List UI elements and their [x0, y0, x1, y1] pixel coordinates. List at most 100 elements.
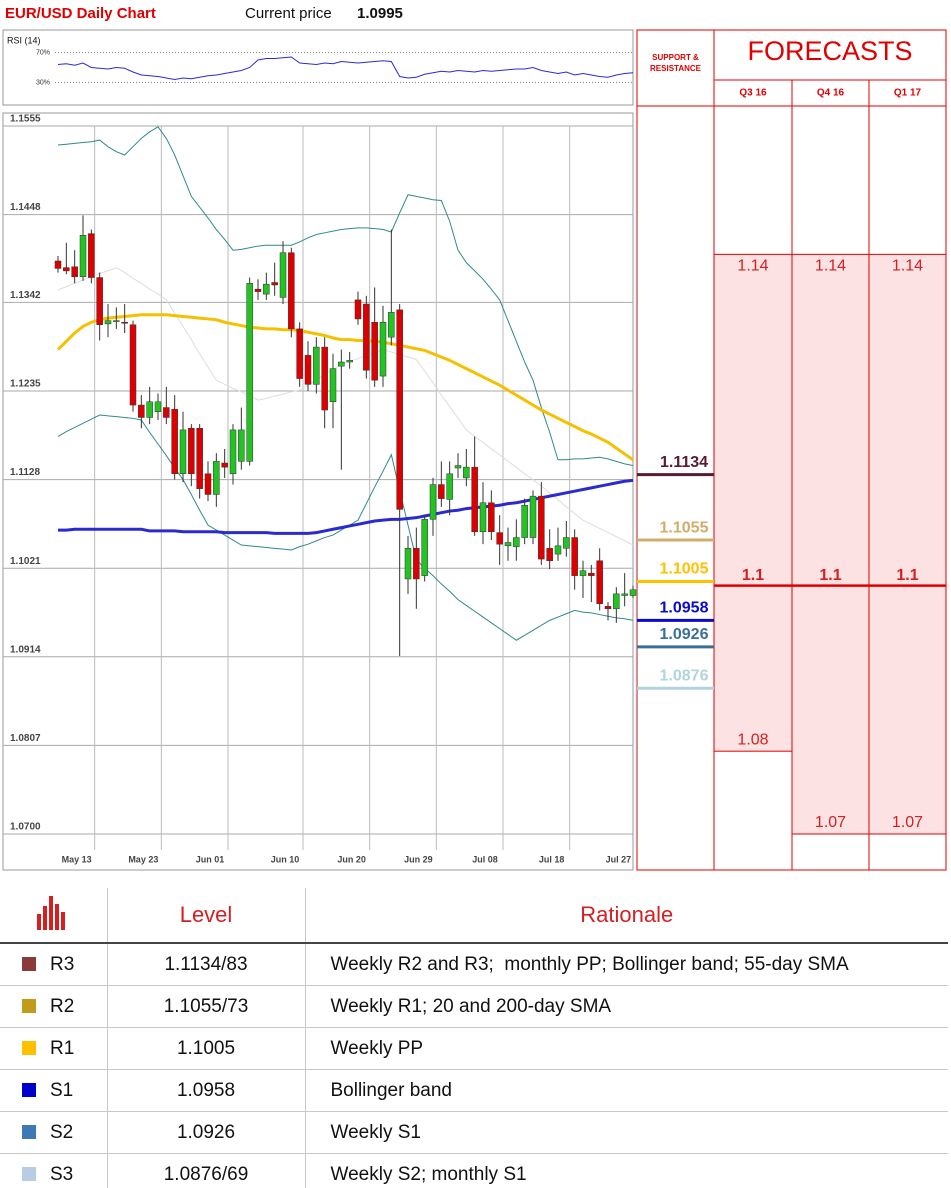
candle-body — [621, 593, 628, 596]
candle-body — [163, 407, 170, 418]
rsi-line — [57, 56, 634, 81]
candle-body — [563, 537, 570, 549]
candle-body — [179, 429, 187, 475]
candle-body — [413, 548, 420, 580]
level-name: R1 — [50, 1037, 75, 1059]
forecast-low-label: 1.07 — [892, 814, 923, 831]
candle-body — [496, 532, 503, 545]
y-tick-label: 1.1555 — [10, 114, 41, 125]
x-tick-label: May 23 — [128, 854, 158, 864]
x-tick-label: May 13 — [62, 854, 92, 864]
candle-body — [63, 267, 70, 272]
color-swatch — [22, 1166, 36, 1181]
x-tick-label: Jul 18 — [539, 854, 565, 864]
indicator-line — [57, 126, 634, 467]
candle-body — [554, 545, 562, 555]
candle-body — [96, 277, 103, 325]
candle-body — [454, 465, 462, 469]
level-name-cell: S2 — [0, 1111, 107, 1154]
quarter-label: Q3 16 — [739, 88, 767, 99]
candle-body — [463, 466, 470, 479]
quarter-label: Q1 17 — [894, 88, 922, 99]
rsi-frame — [2, 29, 634, 106]
level-rationale: Weekly R1; 20 and 200-day SMA — [304, 985, 948, 1028]
candle-body — [354, 299, 362, 320]
table-row: S2 1.0926 Weekly S1 — [0, 1111, 948, 1154]
candle-body — [246, 283, 253, 462]
level-rationale: Weekly R2 and R3; monthly PP; Bollinger … — [304, 943, 948, 986]
y-tick-label: 1.0914 — [10, 644, 41, 655]
candle-body — [338, 361, 345, 367]
candle-body — [146, 401, 153, 418]
level-rationale: Weekly S2; monthly S1 — [304, 1153, 948, 1188]
candle-body — [571, 537, 578, 576]
color-swatch — [22, 956, 36, 971]
level-value: 1.0876/69 — [106, 1153, 305, 1188]
level-name-cell: R3 — [0, 943, 107, 986]
rsi-tick-label: 30% — [36, 79, 50, 86]
forecast-range — [791, 253, 870, 835]
level-name-cell: S3 — [0, 1153, 107, 1188]
level-label: 1.0876 — [660, 667, 709, 684]
level-label: 1.0958 — [660, 600, 709, 617]
icon-bar — [37, 914, 42, 930]
candle-body — [471, 466, 478, 533]
x-tick-label: Jun 20 — [337, 854, 366, 864]
candle-body — [321, 346, 328, 411]
level-label: 1.1134 — [660, 454, 708, 471]
level-value: 1.1134/83 — [106, 943, 305, 986]
level-name: S2 — [50, 1121, 74, 1143]
level-name: R2 — [50, 995, 75, 1017]
icon-cell — [0, 888, 107, 944]
level-value: 1.1005 — [106, 1027, 305, 1070]
table-row: R1 1.1005 Weekly PP — [0, 1027, 948, 1070]
candle-body — [546, 548, 553, 561]
candle-body — [438, 484, 445, 499]
support-resistance-title: SUPPORT & RESISTANCE — [650, 53, 701, 73]
candle-body — [346, 360, 353, 363]
forecast-high-label: 1.14 — [737, 258, 768, 275]
level-name: S1 — [50, 1079, 74, 1101]
y-tick-label: 1.0700 — [10, 822, 41, 833]
level-label: 1.0926 — [660, 626, 709, 643]
candle-body — [113, 320, 120, 322]
candle-body — [613, 593, 620, 610]
candle-body — [363, 303, 370, 371]
color-swatch — [22, 1124, 36, 1139]
candle-body — [396, 309, 403, 510]
column-header: Rationale — [304, 888, 948, 944]
candle-body — [579, 570, 587, 576]
x-tick-label: Jun 10 — [271, 854, 300, 864]
candle-body — [238, 429, 245, 462]
table-row: S1 1.0958 Bollinger band — [0, 1069, 948, 1112]
candle-body — [538, 495, 545, 560]
x-tick-label: Jul 08 — [472, 854, 498, 864]
table-body: R3 1.1134/83 Weekly R2 and R3; monthly PP;… — [0, 943, 948, 1188]
candle-body — [288, 252, 295, 330]
level-name-cell: R2 — [0, 985, 107, 1028]
level-value: 1.1055/73 — [106, 985, 305, 1028]
rsi-label: RSI (14) — [7, 35, 41, 45]
level-rationale: Weekly S1 — [304, 1111, 948, 1154]
candle-body — [104, 320, 112, 325]
forecasts-title: FORECASTS — [747, 36, 913, 66]
forecast-mid-label: 1.1 — [742, 567, 764, 584]
level-rationale: Weekly PP — [304, 1027, 948, 1070]
color-swatch — [22, 1040, 36, 1055]
candle-body — [529, 495, 537, 538]
candle-body — [513, 537, 520, 547]
candle-body — [521, 505, 528, 538]
level-name: R3 — [50, 953, 75, 975]
candle-body — [71, 266, 78, 277]
level-value: 1.0926 — [106, 1111, 305, 1154]
current-price: 1.0995 — [357, 5, 403, 22]
bar-icon — [37, 896, 66, 930]
level-rationale: Bollinger band — [304, 1069, 948, 1112]
candle-body — [596, 560, 603, 605]
forecast-mid-label: 1.1 — [896, 567, 918, 584]
candle-body — [429, 484, 437, 520]
color-swatch — [22, 998, 36, 1013]
candle-body — [254, 288, 262, 292]
candle-body — [371, 322, 378, 381]
